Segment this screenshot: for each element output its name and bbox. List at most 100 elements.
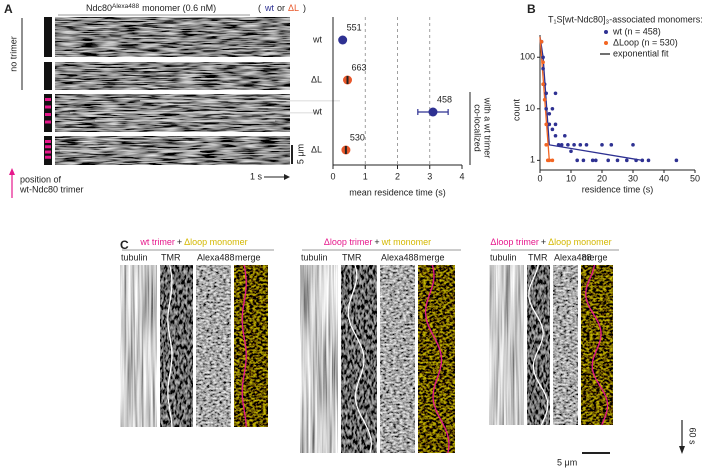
monomer: wt monomer [381, 237, 432, 247]
plus: + [177, 237, 182, 247]
x-axis-label: residence time (s) [582, 184, 654, 194]
trimer-spot [45, 113, 51, 116]
header-sup: Alexa488 [112, 3, 139, 10]
point [575, 158, 579, 163]
x-tick-label: 20 [597, 173, 607, 183]
point [594, 158, 598, 163]
panel-label: B [527, 2, 536, 16]
point [631, 143, 635, 147]
position-label: position of [20, 174, 62, 184]
point [553, 91, 558, 96]
micrograph [300, 265, 338, 453]
column-label: TMR [342, 252, 362, 262]
point [674, 158, 679, 163]
trimer-strip [44, 62, 52, 90]
legend-label: exponential fit [613, 48, 669, 58]
point [578, 143, 583, 147]
column-label: Alexa488 [554, 252, 592, 262]
x-axis-label: mean residence time (s) [349, 187, 446, 197]
kymo-streak [70, 112, 320, 114]
legend-label: wt (n = 458) [612, 26, 661, 36]
micrograph [120, 265, 157, 427]
header-rest: monomer (0.6 nM) [142, 3, 216, 13]
or: or [277, 3, 285, 13]
no-trimer-label: no trimer [8, 36, 18, 72]
x-tick-label: 1 [363, 171, 368, 181]
kymo-header: Ndc80Alexa488 monomer (0.6 nM) [86, 3, 216, 14]
x-tick-label: 30 [628, 173, 638, 183]
column-label: merge [582, 252, 608, 262]
kymo-streak [140, 100, 340, 102]
kymo-streak [60, 150, 200, 152]
point [559, 143, 564, 147]
panel-label: C [120, 238, 129, 252]
position-label: wt-Ndc80 trimer [19, 184, 84, 194]
y-tick-label: 1 [530, 155, 535, 165]
group-label: co-localized [473, 104, 483, 152]
dl: ΔL [288, 3, 299, 13]
point [634, 158, 638, 163]
column-label: tubulin [121, 252, 148, 262]
column-label: TMR [161, 252, 181, 262]
trimer-track [347, 264, 372, 454]
category-label: wt [312, 34, 322, 44]
x-tick-label: 0 [537, 173, 542, 183]
x-tick-label: 50 [690, 173, 700, 183]
point [541, 82, 545, 86]
point [550, 127, 555, 132]
n-label: 530 [350, 132, 365, 142]
y-axis-label: count [511, 98, 521, 121]
header-name: Ndc80 [86, 3, 112, 13]
trimer-strip [44, 17, 52, 57]
kymograph [55, 62, 290, 90]
fit-line [539, 36, 643, 161]
micrograph [553, 265, 578, 425]
point [544, 91, 548, 96]
trimer-spot [45, 98, 51, 101]
x-tick-label: 2 [395, 171, 400, 181]
trimer: wt trimer [139, 237, 175, 247]
dot-core [346, 76, 349, 84]
kymograph [55, 17, 290, 57]
trimer: Δloop trimer [490, 237, 539, 247]
micrograph [418, 265, 455, 453]
arrow-head [9, 168, 15, 175]
time-scale-label: 1 s [250, 171, 263, 181]
point [541, 60, 545, 65]
point [640, 158, 645, 163]
micrograph [196, 265, 231, 427]
micrograph [234, 265, 268, 427]
trimer-spot [45, 145, 51, 149]
n-label: 458 [437, 94, 452, 104]
trimer-track [585, 264, 609, 426]
point [544, 106, 548, 111]
plus: + [374, 237, 379, 247]
point [550, 158, 555, 163]
trimer-spot [45, 105, 51, 109]
legend-marker [604, 30, 608, 34]
point [590, 158, 595, 163]
x-tick-label: 4 [459, 171, 464, 181]
dot-core [344, 146, 347, 154]
kymo-legend: (wt or ΔL) [258, 3, 306, 13]
point [544, 122, 548, 127]
column-label: TMR [528, 252, 548, 262]
micrograph [341, 265, 377, 453]
chart-title: T₁S[wt-Ndc80]₃-associated monomers: [548, 14, 703, 24]
point [550, 106, 555, 111]
point [542, 97, 547, 102]
trimer-spot [45, 155, 51, 159]
group-header: Δloop trimer + Δloop monomer [490, 237, 611, 247]
micrograph [380, 265, 415, 453]
point [566, 143, 570, 147]
x-tick-label: 10 [566, 173, 576, 183]
wt: wt [264, 3, 274, 13]
point [556, 143, 561, 147]
n-label: 551 [347, 22, 362, 32]
point [600, 143, 604, 147]
monomer: Δloop monomer [548, 237, 612, 247]
point [553, 133, 558, 138]
trimer-track [241, 264, 247, 428]
category-label: ΔL [311, 74, 322, 84]
category-label: wt [312, 106, 322, 116]
